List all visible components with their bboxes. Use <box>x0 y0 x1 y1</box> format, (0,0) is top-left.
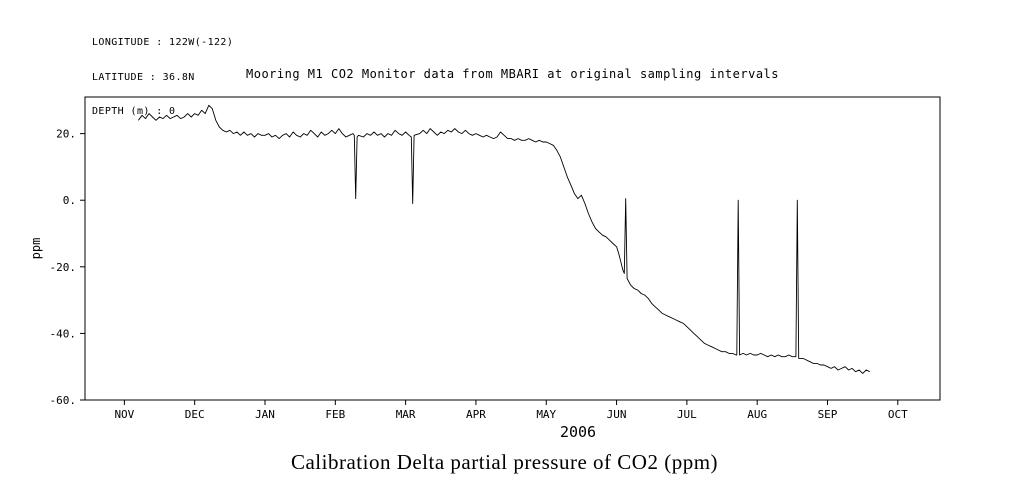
y-tick-label: -20. <box>50 261 77 274</box>
header-depth: DEPTH (m) : 0 <box>92 106 176 117</box>
y-axis-label: ppm <box>29 238 43 260</box>
y-tick-label: -60. <box>50 394 77 407</box>
header-longitude: LONGITUDE : 122W(-122) <box>92 37 234 48</box>
header-latitude: LATITUDE : 36.8N <box>92 71 195 83</box>
x-tick-label: MAR <box>396 408 416 421</box>
data-line <box>138 104 870 374</box>
ferret-header-block: LONGITUDE : 122W(-122) LATITUDE : 36.8N … <box>92 14 233 141</box>
y-tick-label: 0. <box>63 194 76 207</box>
chart-title: Mooring M1 CO2 Monitor data from MBARI a… <box>246 67 779 81</box>
plot-frame <box>84 96 941 401</box>
x-tick-label: AUG <box>747 408 767 421</box>
x-tick-label: JUL <box>677 408 697 421</box>
y-tick-label: -40. <box>50 327 77 340</box>
x-tick-label: FEB <box>325 408 345 421</box>
x-tick-label: SEP <box>818 408 838 421</box>
x-tick-label: NOV <box>114 408 134 421</box>
x-tick-label: MAY <box>536 408 556 421</box>
x-axis-label: 2006 <box>560 423 596 441</box>
x-tick-label: DEC <box>185 408 205 421</box>
x-tick-label: JAN <box>255 408 275 421</box>
figure-caption: Calibration Delta partial pressure of CO… <box>290 450 719 474</box>
x-tick-label: JUN <box>607 408 627 421</box>
x-tick-label: OCT <box>888 408 908 421</box>
y-tick-label: 20. <box>56 128 76 141</box>
x-tick-label: APR <box>466 408 486 421</box>
